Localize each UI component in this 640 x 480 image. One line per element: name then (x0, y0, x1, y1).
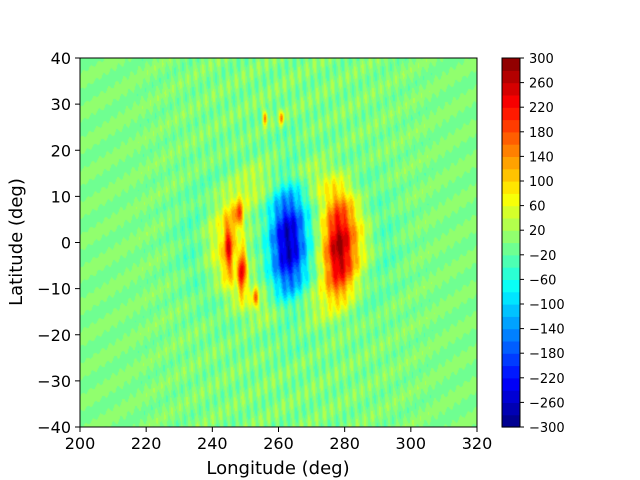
colorbar-level (502, 156, 520, 170)
colorbar-level (502, 119, 520, 133)
x-axis: 200 220 240 260 280 300 320 (65, 427, 493, 453)
y-axis: −40 −30 −20 −10 0 10 20 30 40 (37, 49, 80, 437)
colorbar-level (502, 217, 520, 231)
y-tick-label: −30 (37, 372, 71, 391)
x-tick-label: 300 (396, 434, 427, 453)
x-tick-label: 320 (462, 434, 493, 453)
colorbar-level (502, 181, 520, 194)
colorbar-tick-label: 220 (529, 101, 554, 116)
colorbar-level (502, 279, 520, 293)
colorbar-tick-label: −220 (529, 372, 565, 387)
colorbar-level (502, 316, 520, 330)
y-tick-label: 40 (51, 49, 71, 68)
colorbar-tick-label: −60 (529, 273, 556, 288)
colorbar-tick-label: 60 (529, 200, 546, 215)
colorbar-tick-label: 140 (529, 150, 554, 165)
colorbar-level (502, 70, 520, 84)
contour-field (80, 58, 477, 427)
y-tick-label: 10 (51, 187, 71, 206)
colorbar-level (502, 340, 520, 354)
colorbar-level (502, 94, 520, 108)
colorbar-tick-label: −260 (529, 396, 565, 411)
y-tick-label: 0 (61, 234, 71, 253)
x-tick-label: 280 (329, 434, 360, 453)
colorbar-tick-label: −20 (529, 249, 556, 264)
colorbar-level (502, 304, 520, 317)
x-tick-label: 200 (65, 434, 96, 453)
colorbar-tick-label: 180 (529, 126, 554, 141)
x-tick-label: 220 (131, 434, 162, 453)
colorbar-level (502, 377, 520, 391)
colorbar-level (502, 353, 520, 367)
colorbar-level (502, 144, 520, 157)
colorbar-level (502, 193, 520, 207)
colorbar-level (502, 328, 520, 342)
y-tick-label: −20 (37, 326, 71, 345)
colorbar-tick-label: 260 (529, 77, 554, 92)
y-tick-label: −40 (37, 418, 71, 437)
colorbar-tick-label: −100 (529, 298, 565, 313)
colorbar-level (502, 414, 520, 428)
x-axis-label: Longitude (deg) (206, 458, 349, 479)
colorbar-level (502, 230, 520, 244)
colorbar-level (502, 205, 520, 219)
colorbar-level (502, 82, 520, 96)
colorbar-level (502, 131, 520, 145)
y-tick-label: 20 (51, 141, 71, 160)
colorbar-frame (501, 57, 521, 428)
colorbar-tick-label: −140 (529, 323, 565, 338)
colorbar-tick-label: −300 (529, 421, 565, 436)
colorbar-level (502, 402, 520, 416)
x-tick-label: 240 (197, 434, 228, 453)
colorbar: −300 −260 −220 −180 −140 −100 −60 −20 20 60 100 140… (501, 52, 565, 436)
y-axis-label: Latitude (deg) (6, 178, 27, 306)
colorbar-tick-label: 100 (529, 175, 554, 190)
colorbar-tick-label: −180 (529, 347, 565, 362)
colorbar-level (502, 168, 520, 182)
colorbar-level (502, 365, 520, 379)
colorbar-level (502, 107, 520, 121)
colorbar-level (502, 254, 520, 268)
plot-area (79, 57, 478, 428)
colorbar-level (502, 267, 520, 280)
y-tick-label: −10 (37, 280, 71, 299)
colorbar-tick-label: 20 (529, 224, 546, 239)
colorbar-level (502, 390, 520, 403)
x-tick-label: 260 (263, 434, 294, 453)
colorbar-level (502, 58, 520, 71)
colorbar-tick-label: 300 (529, 52, 554, 67)
colorbar-level (502, 242, 520, 256)
colorbar-level (502, 291, 520, 305)
y-tick-label: 30 (51, 95, 71, 114)
